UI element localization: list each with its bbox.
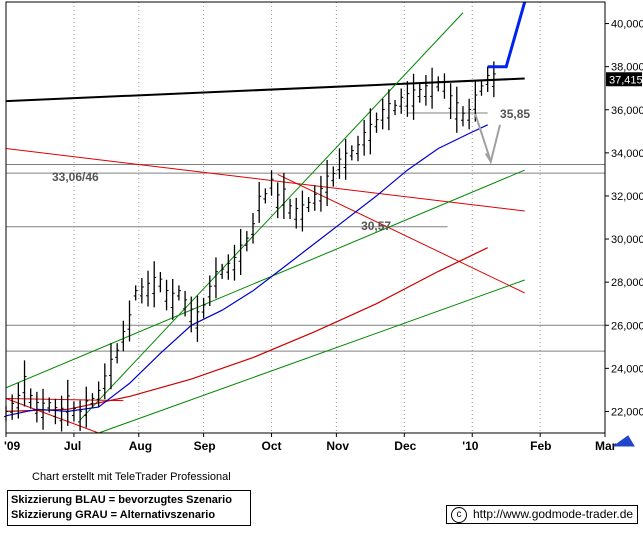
chart-svg: 35,85 33,06/46 30,57 22,000 24,000 26,000 28,… (4, 1, 643, 453)
ma-red-line (5, 247, 488, 412)
trendline-red-3 (5, 398, 99, 434)
y-tick-label: 34,000 (611, 148, 643, 160)
trendline-layer (5, 12, 525, 434)
x-tick-label: Oct (262, 439, 282, 453)
scenario-legend: Skizzierung BLAU = bevorzugtes Szenario … (7, 490, 251, 526)
x-tick-label: Dec (394, 439, 416, 453)
y-tick-label: 28,000 (611, 277, 643, 289)
trendline-black-0 (5, 77, 525, 103)
trendline-red-1 (5, 148, 525, 212)
x-tick-label: Jul (64, 439, 81, 453)
level-label-33-06: 33,06/46 (52, 170, 99, 184)
trendline-green-5 (98, 279, 525, 434)
trendline-green-6 (79, 12, 464, 421)
y-tick-label: 32,000 (611, 191, 643, 203)
y-tick-label: 36,000 (611, 105, 643, 117)
series-layer (4, 1, 527, 432)
x-tick-label: Feb (530, 439, 551, 453)
scenario-blue-path (487, 1, 527, 69)
y-tick-label: 22,000 (611, 406, 643, 418)
x-tick-label: '10 (462, 439, 479, 453)
x-tick-label: Aug (129, 439, 152, 453)
y-tick-label: 38,000 (611, 62, 643, 74)
scenario-grey-arrowhead (484, 152, 492, 162)
source-link[interactable]: c http://www.godmode-trader.de (446, 505, 638, 524)
last-value-badge (606, 72, 642, 87)
level-label-30-57: 30,57 (361, 219, 391, 233)
trendline-green-4 (5, 169, 525, 389)
x-tick-label: Nov (326, 439, 349, 453)
label-layer: 35,85 33,06/46 30,57 (52, 107, 530, 233)
grid-layer (6, 2, 606, 433)
chart-credit: Chart erstellt mit TeleTrader Profession… (32, 471, 231, 483)
x-tick-label: '09 (4, 439, 21, 453)
y-tick-label: 24,000 (611, 363, 643, 375)
level-label-35-85: 35,85 (500, 107, 530, 121)
source-url[interactable]: http://www.godmode-trader.de (473, 507, 634, 521)
copyright-icon: c (451, 506, 467, 523)
x-tick-label: Sep (194, 439, 216, 453)
y-tick-label: 30,000 (611, 234, 643, 246)
plot-frame (5, 1, 606, 434)
scenario-grey-path (474, 113, 501, 166)
legend-line-blue: Skizzierung BLAU = bevorzugtes Szenario (11, 494, 232, 506)
y-tick-label: 40,000 (611, 19, 643, 31)
corner-icon (612, 435, 635, 447)
trendline-red-7 (5, 398, 124, 402)
last-value-label: 37,415 (609, 74, 643, 86)
trendline-red-2 (277, 173, 525, 294)
y-tick-label: 26,000 (611, 320, 643, 332)
x-tick-label: Mar (595, 439, 617, 453)
ma-blue-line (5, 124, 488, 417)
axis-layer: 22,000 24,000 26,000 28,000 30,000 32,000 34,0… (4, 1, 643, 453)
legend-line-grey: Skizzierung GRAU = Alternativszenario (11, 509, 216, 521)
chart-frame: 35,85 33,06/46 30,57 22,000 24,000 26,000 28,… (4, 1, 643, 453)
